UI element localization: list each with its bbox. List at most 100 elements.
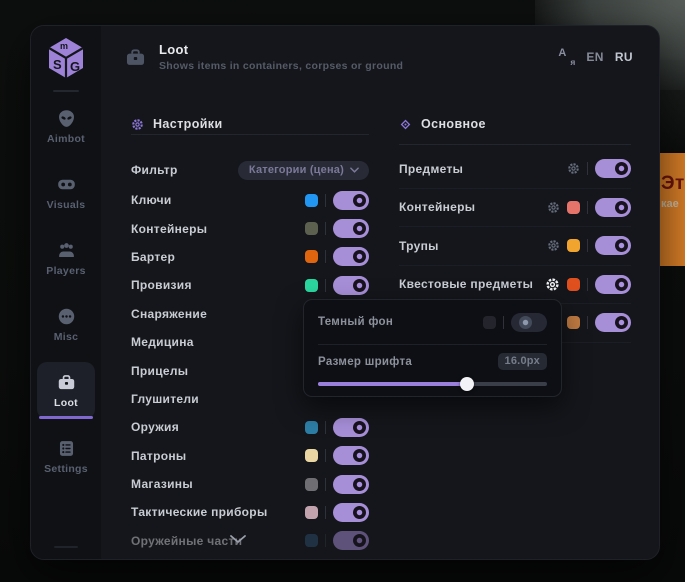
divider bbox=[54, 546, 78, 548]
color-swatch[interactable] bbox=[567, 200, 580, 214]
sidebar-item-label: Players bbox=[46, 264, 86, 277]
gear-icon[interactable] bbox=[547, 239, 560, 252]
font-size-slider[interactable] bbox=[318, 382, 547, 386]
color-swatch[interactable] bbox=[305, 193, 318, 207]
toggle-switch[interactable] bbox=[595, 236, 631, 256]
filter-item-label: Бартер bbox=[131, 249, 176, 264]
filter-dropdown[interactable]: Категории (цена) bbox=[237, 160, 369, 180]
filter-row: Фильтр Категории (цена) bbox=[131, 159, 369, 181]
separator bbox=[325, 278, 326, 292]
separator bbox=[325, 449, 326, 463]
page-subtitle: Shows items in containers, corpses or gr… bbox=[159, 60, 404, 72]
sidebar-item-label: Aimbot bbox=[47, 132, 85, 145]
filter-item-row: Оружия bbox=[131, 413, 369, 441]
separator bbox=[325, 477, 326, 491]
filter-label: Фильтр bbox=[131, 163, 178, 177]
filter-item-label: Ключи bbox=[131, 193, 172, 208]
sidebar-item-misc[interactable]: Misc bbox=[37, 296, 95, 353]
gear-icon[interactable] bbox=[547, 201, 560, 214]
color-swatch[interactable] bbox=[305, 477, 318, 491]
toggle-switch[interactable] bbox=[595, 274, 631, 294]
divider bbox=[53, 90, 79, 92]
list-icon bbox=[59, 440, 73, 456]
filter-item-row: Тактические приборы bbox=[131, 498, 369, 526]
separator bbox=[325, 420, 326, 434]
toggle-switch[interactable] bbox=[595, 197, 631, 217]
color-swatch[interactable] bbox=[305, 505, 318, 519]
color-swatch[interactable] bbox=[567, 239, 580, 253]
color-swatch[interactable] bbox=[305, 250, 318, 264]
page-title: Loot bbox=[159, 42, 189, 57]
filter-item-label: Контейнеры bbox=[131, 221, 208, 236]
filter-item-label: Прицелы bbox=[131, 363, 189, 378]
sidebar-item-label: Visuals bbox=[46, 198, 86, 211]
filter-item-row: Провизия bbox=[131, 271, 369, 299]
sidebar-item-loot[interactable]: Loot bbox=[37, 362, 95, 419]
toggle-switch[interactable] bbox=[333, 247, 369, 267]
color-swatch[interactable] bbox=[567, 277, 580, 291]
color-swatch[interactable] bbox=[305, 278, 318, 292]
sidebar-item-players[interactable]: Players bbox=[37, 230, 95, 287]
sidebar-item-aimbot[interactable]: Aimbot bbox=[37, 98, 95, 155]
toggle-switch[interactable] bbox=[595, 159, 631, 179]
toggle-switch[interactable] bbox=[511, 312, 547, 332]
divider bbox=[318, 344, 547, 345]
color-swatch[interactable] bbox=[483, 315, 496, 329]
gear-icon bbox=[132, 118, 143, 130]
color-swatch[interactable] bbox=[305, 449, 318, 463]
briefcase-icon bbox=[126, 48, 145, 65]
gear-icon[interactable] bbox=[545, 277, 560, 292]
sidebar: S G m Aimbot bbox=[31, 26, 101, 559]
separator bbox=[587, 200, 588, 214]
svg-text:m: m bbox=[60, 41, 68, 51]
briefcase-icon bbox=[58, 374, 74, 389]
filter-item-label: Оружия bbox=[131, 420, 180, 435]
color-swatch[interactable] bbox=[305, 534, 318, 548]
filter-item-label: Тактические приборы bbox=[131, 505, 268, 520]
sidebar-item-visuals[interactable]: Visuals bbox=[37, 164, 95, 221]
toggle-switch[interactable] bbox=[333, 417, 369, 437]
filter-item-row: Медицина bbox=[131, 328, 369, 356]
toggle-switch[interactable] bbox=[595, 313, 631, 333]
separator bbox=[587, 162, 588, 176]
sidebar-item-settings[interactable]: Settings bbox=[37, 428, 95, 485]
filter-item-row: Бартер bbox=[131, 243, 369, 271]
lang-en-button[interactable]: EN bbox=[586, 50, 604, 64]
color-swatch[interactable] bbox=[305, 222, 318, 236]
main-row-label: Предметы bbox=[399, 161, 464, 176]
svg-text:S: S bbox=[53, 57, 62, 72]
filter-items-list: Ключи Контейнеры Бартер Провизия Снаряже… bbox=[131, 186, 369, 555]
sidebar-item-label: Loot bbox=[54, 396, 78, 409]
toggle-switch[interactable] bbox=[333, 275, 369, 295]
main-row-label: Квестовые предметы bbox=[399, 277, 534, 292]
section-header: Основное bbox=[399, 116, 631, 132]
slider-fill[interactable] bbox=[318, 382, 467, 386]
settings-popover: Темный фон Размер шрифта 16.0px bbox=[303, 299, 562, 397]
filter-item-row: Оружейные части bbox=[131, 527, 369, 555]
toggle-switch[interactable] bbox=[333, 190, 369, 210]
lang-ru-button[interactable]: RU bbox=[614, 50, 633, 64]
separator bbox=[325, 222, 326, 236]
separator bbox=[587, 316, 588, 330]
main-row-label: Контейнеры bbox=[399, 200, 476, 215]
toggle-switch[interactable] bbox=[333, 531, 369, 551]
main-rows: Предметы Контейнеры bbox=[399, 150, 631, 343]
dark-background-label: Темный фон bbox=[318, 316, 394, 328]
page-header: Loot Shows items in containers, corpses … bbox=[101, 26, 659, 88]
toggle-switch[interactable] bbox=[333, 474, 369, 494]
color-swatch[interactable] bbox=[567, 316, 580, 330]
toggle-switch[interactable] bbox=[333, 502, 369, 522]
toggle-switch[interactable] bbox=[333, 219, 369, 239]
font-size-row: Размер шрифта 16.0px bbox=[318, 353, 547, 370]
main-row-label: Трупы bbox=[399, 238, 439, 253]
game-tooltip-fragment: Эт кае bbox=[655, 153, 685, 266]
toggle-switch[interactable] bbox=[333, 446, 369, 466]
divider bbox=[399, 144, 631, 145]
gear-icon[interactable] bbox=[567, 162, 580, 175]
sidebar-nav: Aimbot Visuals Players bbox=[37, 98, 95, 485]
scroll-more-chevron-icon[interactable] bbox=[229, 531, 247, 549]
separator bbox=[325, 534, 326, 548]
goggles-icon bbox=[57, 179, 75, 189]
color-swatch[interactable] bbox=[305, 420, 318, 434]
